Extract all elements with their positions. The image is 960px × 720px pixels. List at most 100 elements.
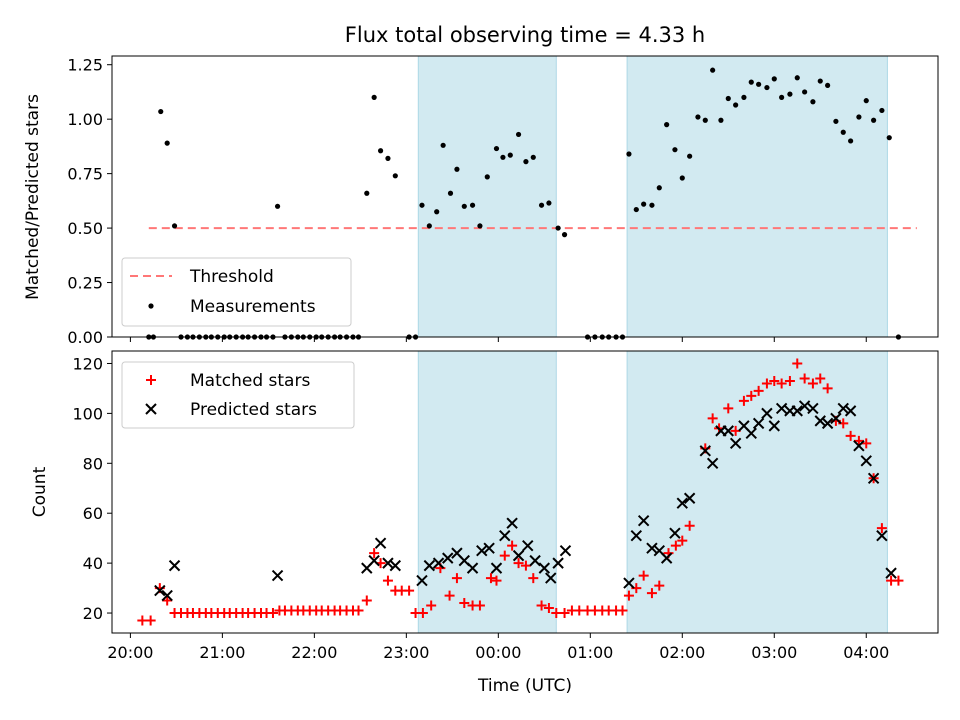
measurement-point bbox=[810, 99, 816, 105]
measurement-point bbox=[274, 203, 281, 209]
predicted-star-point bbox=[529, 554, 541, 567]
measurement-point bbox=[538, 202, 545, 208]
measurement-point bbox=[649, 202, 655, 208]
measurement-point bbox=[779, 94, 785, 100]
measurement-point bbox=[440, 142, 446, 148]
x-tick-label: 22:00 bbox=[291, 643, 337, 662]
measurement-point bbox=[794, 75, 800, 81]
measurement-point bbox=[833, 118, 839, 124]
ratio-shaded-interval bbox=[626, 55, 888, 338]
ratio-panel: 0.00 0.25 0.50 0.75 1.00 1.25 Matched/Predict… bbox=[23, 55, 939, 347]
measurement-point bbox=[419, 202, 425, 208]
ratio-y-tick-label: 0.00 bbox=[67, 328, 103, 347]
matched-star-point bbox=[559, 608, 570, 619]
measurement-point bbox=[469, 202, 476, 208]
ratio-y-tick-label: 0.25 bbox=[67, 274, 103, 293]
predicted-star-point bbox=[522, 539, 534, 552]
predicted-star-point bbox=[623, 577, 635, 589]
predicted-star-point bbox=[775, 402, 788, 415]
x-tick-label: 01:00 bbox=[567, 643, 613, 662]
measurement-point bbox=[555, 225, 561, 231]
matched-star-point bbox=[853, 435, 864, 446]
matched-star-point bbox=[543, 603, 554, 614]
counts-legend-box bbox=[121, 361, 355, 429]
measurement-point bbox=[426, 223, 432, 229]
predicted-star-point bbox=[382, 557, 394, 569]
measurement-point bbox=[500, 154, 506, 160]
measurement-point bbox=[515, 131, 522, 138]
measurement-point bbox=[371, 94, 377, 100]
measurement-point bbox=[561, 232, 568, 238]
measurement-point bbox=[672, 147, 678, 153]
predicted-star-point bbox=[660, 552, 673, 564]
counts-y-tick-label: 60 bbox=[83, 504, 103, 523]
measurement-point bbox=[710, 67, 716, 73]
predicted-star-point bbox=[161, 589, 173, 602]
predicted-star-point bbox=[646, 542, 658, 554]
measurement-point bbox=[879, 107, 885, 114]
x-tick-label: 04:00 bbox=[843, 643, 889, 662]
matched-star-point bbox=[807, 378, 818, 389]
matched-star-point bbox=[520, 560, 531, 571]
predicted-star-point bbox=[545, 572, 557, 584]
matched-star-point bbox=[459, 598, 470, 609]
measurement-point bbox=[364, 190, 370, 196]
matched-star-point bbox=[723, 403, 734, 414]
counts-y-tick-label: 20 bbox=[83, 604, 103, 623]
matched-star-point bbox=[451, 573, 462, 584]
ratio-panel-frame bbox=[111, 55, 939, 338]
matched-star-point bbox=[513, 558, 524, 569]
matched-star-point bbox=[417, 608, 428, 619]
matched-star-point bbox=[876, 523, 887, 534]
matched-star-point bbox=[426, 600, 437, 611]
matched-star-point bbox=[646, 588, 657, 599]
matched-star-point bbox=[684, 520, 695, 531]
matched-star-point bbox=[753, 385, 764, 396]
measurement-point bbox=[493, 145, 500, 152]
measurement-point bbox=[856, 114, 862, 120]
matched-star-point bbox=[815, 373, 826, 384]
x-axis-label: Time (UTC) bbox=[477, 676, 572, 696]
matched-star-point bbox=[145, 615, 156, 626]
counts-y-tick-label: 120 bbox=[72, 354, 103, 373]
legend-predicted-swatch bbox=[145, 403, 157, 415]
predicted-star-point bbox=[821, 417, 834, 430]
matched-star-point bbox=[474, 600, 485, 611]
measurement-point bbox=[718, 117, 724, 123]
measurement-point bbox=[477, 223, 483, 229]
matched-star-point bbox=[799, 373, 810, 384]
measurement-point bbox=[702, 117, 708, 123]
matched-star-point bbox=[654, 580, 665, 591]
matched-star-point bbox=[491, 575, 502, 586]
predicted-star-point bbox=[538, 562, 551, 574]
measurement-point bbox=[664, 122, 670, 128]
predicted-star-point bbox=[476, 544, 488, 557]
predicted-star-point bbox=[512, 549, 525, 562]
measurement-point bbox=[434, 209, 440, 215]
matched-star-point bbox=[761, 378, 772, 389]
matched-star-point bbox=[444, 590, 455, 601]
predicted-star-point bbox=[432, 557, 445, 569]
matched-star-point bbox=[746, 390, 757, 401]
matched-star-point bbox=[485, 573, 496, 584]
matched-star-point bbox=[353, 605, 364, 616]
ratio-shaded-interval bbox=[417, 55, 557, 338]
matched-star-point bbox=[845, 430, 856, 441]
x-tick-label: 02:00 bbox=[659, 643, 705, 662]
measurement-point bbox=[523, 159, 529, 165]
measurement-point bbox=[626, 151, 632, 157]
measurement-point bbox=[825, 82, 831, 89]
measurement-point bbox=[171, 223, 178, 229]
measurement-point bbox=[679, 175, 685, 181]
predicted-star-point bbox=[271, 569, 284, 582]
measurement-point bbox=[802, 89, 808, 95]
measurement-point bbox=[764, 84, 770, 91]
predicted-star-point bbox=[860, 455, 872, 467]
predicted-star-point bbox=[830, 412, 842, 425]
predicted-star-point bbox=[729, 437, 742, 450]
matched-star-point bbox=[528, 573, 539, 584]
counts-shaded-interval bbox=[417, 350, 557, 634]
predicted-star-point bbox=[499, 529, 511, 542]
matched-star-point bbox=[677, 535, 688, 546]
